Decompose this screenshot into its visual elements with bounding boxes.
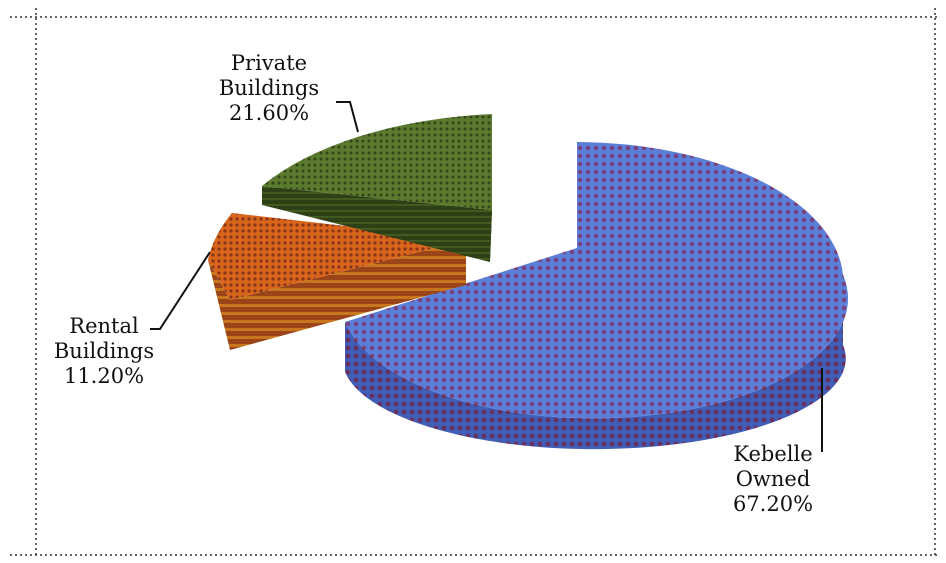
pie-slice-kebelle-owned: [345, 142, 848, 419]
data-label-rental-buildings: Rental Buildings 11.20%: [38, 314, 170, 389]
pie-slice-private-buildings-side: [262, 186, 492, 262]
data-label-line: Owned: [735, 467, 811, 491]
data-label-private-buildings: Private Buildings 21.60%: [203, 51, 335, 126]
data-label-line: Kebelle: [733, 442, 813, 466]
data-label-kebelle-owned: Kebelle Owned 67.20%: [714, 442, 832, 517]
data-label-line: Rental: [69, 314, 139, 338]
data-label-line: Buildings: [218, 76, 320, 100]
data-label-line: Buildings: [53, 339, 155, 363]
data-label-value: 21.60%: [228, 101, 310, 125]
data-label-value: 11.20%: [63, 364, 145, 388]
leader-line-private-buildings: [336, 101, 359, 133]
data-label-line: Private: [230, 51, 308, 75]
pie-slice-rental-buildings-side: [208, 240, 466, 350]
data-label-value: 67.20%: [732, 492, 814, 516]
pie-slice-kebelle-owned-side: [345, 275, 848, 450]
leader-line-rental-buildings: [150, 251, 211, 330]
pie-slice-private-buildings: [262, 114, 492, 210]
